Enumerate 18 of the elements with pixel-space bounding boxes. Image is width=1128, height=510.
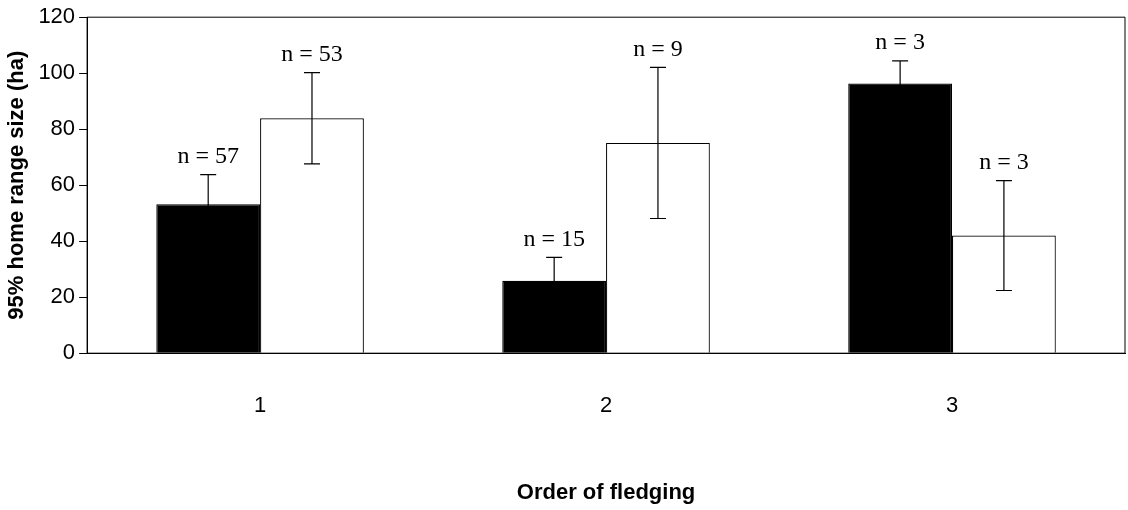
- x-tick-label: 1: [253, 392, 267, 418]
- y-tick-label: 100: [38, 59, 76, 85]
- y-tick-label: 40: [50, 227, 76, 253]
- annotation: n = 57: [177, 141, 239, 168]
- annotation: n = 3: [875, 28, 925, 55]
- annotation: n = 9: [633, 34, 683, 61]
- x-tick-label: 2: [599, 392, 613, 418]
- x-tick-label: 3: [945, 392, 959, 418]
- y-tick-label: 20: [50, 283, 76, 309]
- x-axis-title: Order of fledging: [516, 478, 696, 504]
- annotation: n = 15: [523, 224, 585, 251]
- annotation: n = 3: [979, 148, 1029, 175]
- y-tick-label: 0: [62, 339, 76, 365]
- y-tick-label: 120: [38, 3, 76, 29]
- y-axis-title: 95% home range size (ha): [3, 50, 29, 320]
- y-tick-label: 60: [50, 171, 76, 197]
- annotation: n = 53: [281, 39, 343, 66]
- y-tick-label: 80: [50, 115, 76, 141]
